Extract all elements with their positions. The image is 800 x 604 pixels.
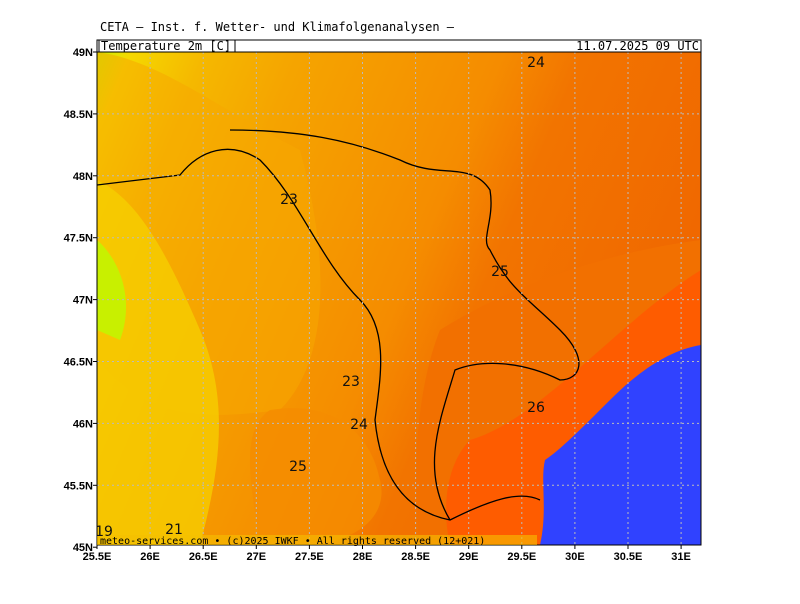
lon-label: 28E	[353, 551, 373, 563]
lat-label: 47.5N	[64, 233, 93, 245]
lat-label: 45.5N	[64, 480, 93, 492]
map-area	[97, 52, 701, 545]
contour-label: 23	[342, 374, 360, 390]
contour-label: 24	[350, 417, 368, 433]
contour-label: 25	[289, 459, 307, 475]
border	[97, 129, 580, 521]
footer: meteo-services.com • (c)2025 IWKF • All …	[100, 536, 485, 547]
contour-label: 21	[165, 522, 183, 538]
lon-label: 30E	[565, 551, 585, 563]
contour-label: 19	[95, 524, 113, 540]
lat-label: 46N	[73, 418, 93, 430]
field-zone	[97, 180, 219, 545]
lon-label: 30.5E	[614, 551, 643, 563]
lat-label: 48N	[73, 171, 93, 183]
header-title: CETA — Inst. f. Wetter- und Klimafolgena…	[100, 20, 455, 34]
parameter: Temperature_2m [C]	[101, 39, 231, 53]
valid-time: 11.07.2025 09 UTC	[576, 39, 699, 53]
lon-label: 29.5E	[507, 551, 536, 563]
contour-label: 23	[280, 192, 298, 208]
contour-label: 25	[491, 264, 509, 280]
field-zone	[97, 240, 127, 340]
contour-label: 26	[527, 400, 545, 416]
grid	[97, 52, 701, 545]
lat-label: 47N	[73, 295, 93, 307]
contour-label: 24	[527, 55, 545, 71]
lon-label: 26.5E	[189, 551, 218, 563]
lat-label: 48.5N	[64, 109, 93, 121]
lat-label: 46.5N	[64, 357, 93, 369]
lon-label: 29E	[459, 551, 479, 563]
lon-label: 27E	[247, 551, 267, 563]
lat-label: 49N	[73, 47, 93, 59]
lon-label: 31E	[671, 551, 691, 563]
lon-label: 26E	[140, 551, 160, 563]
footer-strip	[97, 535, 537, 545]
lon-label: 28.5E	[401, 551, 430, 563]
sea	[540, 345, 701, 545]
field-zone	[250, 408, 382, 545]
lon-label: 27.5E	[295, 551, 324, 563]
lat-label: 45N	[73, 542, 93, 554]
lon-label: 25.5E	[83, 551, 112, 563]
